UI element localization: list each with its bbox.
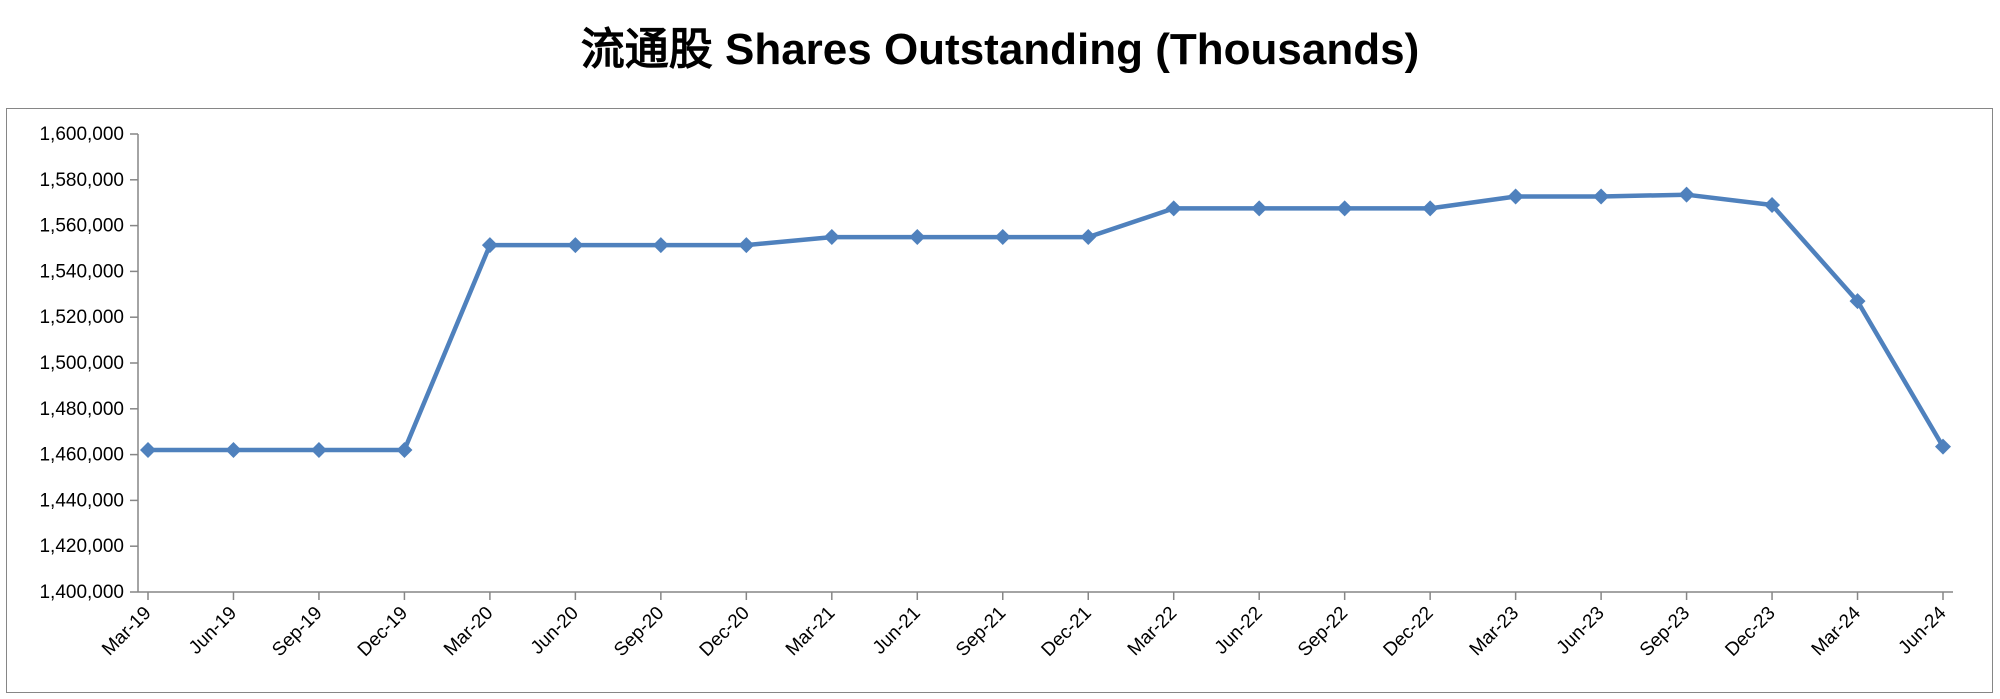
data-point-marker <box>481 237 498 254</box>
x-tick-label: Mar-19 <box>98 603 155 660</box>
y-tick-label: 1,500,000 <box>39 353 124 374</box>
x-tick-label: Mar-22 <box>1124 603 1181 660</box>
x-tick-label: Jun-24 <box>1895 602 1951 658</box>
data-point-marker <box>1080 229 1097 246</box>
x-tick-label: Jun-23 <box>1553 603 1609 659</box>
data-point-marker <box>652 237 669 254</box>
data-point-marker <box>1251 200 1268 217</box>
x-axis: Mar-19 Jun-19 Sep-19 Dec-19 Mar-20 Jun-20 Sep-… <box>98 591 1953 661</box>
x-tick-label: Dec-21 <box>1038 603 1096 661</box>
x-tick-label: Dec-23 <box>1721 603 1779 661</box>
data-point-marker <box>909 229 926 246</box>
y-tick-label: 1,440,000 <box>39 490 124 511</box>
data-point-marker <box>1849 293 1866 310</box>
y-tick-label: 1,480,000 <box>39 399 124 420</box>
y-tick-label: 1,460,000 <box>39 445 124 466</box>
x-tick-label: Jun-21 <box>869 603 925 659</box>
x-tick-label: Mar-23 <box>1466 603 1523 660</box>
data-point-marker <box>1764 196 1781 213</box>
series-line <box>148 192 1945 453</box>
y-tick-label: 1,600,000 <box>39 124 124 145</box>
data-point-marker <box>310 442 327 459</box>
x-tick-label: Sep-19 <box>268 603 326 661</box>
y-tick-label: 1,540,000 <box>39 261 124 282</box>
x-tick-label: Sep-20 <box>610 603 668 661</box>
data-point-marker <box>1336 200 1353 217</box>
x-tick-label: Dec-20 <box>696 603 754 661</box>
x-tick-label: Dec-19 <box>354 603 412 661</box>
x-tick-label: Mar-21 <box>782 603 839 660</box>
chart-frame <box>6 108 1993 693</box>
x-tick-label: Mar-24 <box>1808 602 1866 660</box>
x-tick-label: Sep-22 <box>1294 603 1352 661</box>
data-point-marker <box>994 229 1011 246</box>
y-tick-label: 1,420,000 <box>39 536 124 557</box>
x-tick-label: Jun-20 <box>527 603 583 659</box>
x-tick-label: Jun-19 <box>185 603 241 659</box>
data-point-marker <box>1165 200 1182 217</box>
data-point-marker <box>1935 438 1951 455</box>
data-point-marker <box>1593 188 1610 205</box>
x-tick-label: Sep-23 <box>1636 603 1694 661</box>
x-tick-label: Dec-22 <box>1380 603 1438 661</box>
series-layer <box>140 186 1951 459</box>
y-tick-label: 1,400,000 <box>39 582 124 603</box>
data-point-marker <box>396 442 413 459</box>
y-tick-label: 1,560,000 <box>39 216 124 237</box>
data-point-marker <box>225 442 242 459</box>
y-tick-label: 1,520,000 <box>39 307 124 328</box>
chart-title: 流通股 Shares Outstanding (Thousands) <box>580 25 1420 74</box>
data-point-marker <box>1678 186 1695 203</box>
data-point-marker <box>1422 200 1439 217</box>
x-tick-label: Mar-20 <box>440 603 497 660</box>
y-axis: 1,400,000 1,420,000 1,440,000 1,460,000 1,48… <box>39 124 139 603</box>
data-point-marker <box>1507 188 1524 205</box>
y-tick-label: 1,580,000 <box>39 170 124 191</box>
data-point-marker <box>140 442 156 459</box>
x-tick-label: Sep-21 <box>952 603 1010 661</box>
data-point-marker <box>823 229 840 246</box>
data-point-marker <box>567 237 584 254</box>
data-point-marker <box>738 237 755 254</box>
x-tick-label: Jun-22 <box>1211 603 1267 659</box>
